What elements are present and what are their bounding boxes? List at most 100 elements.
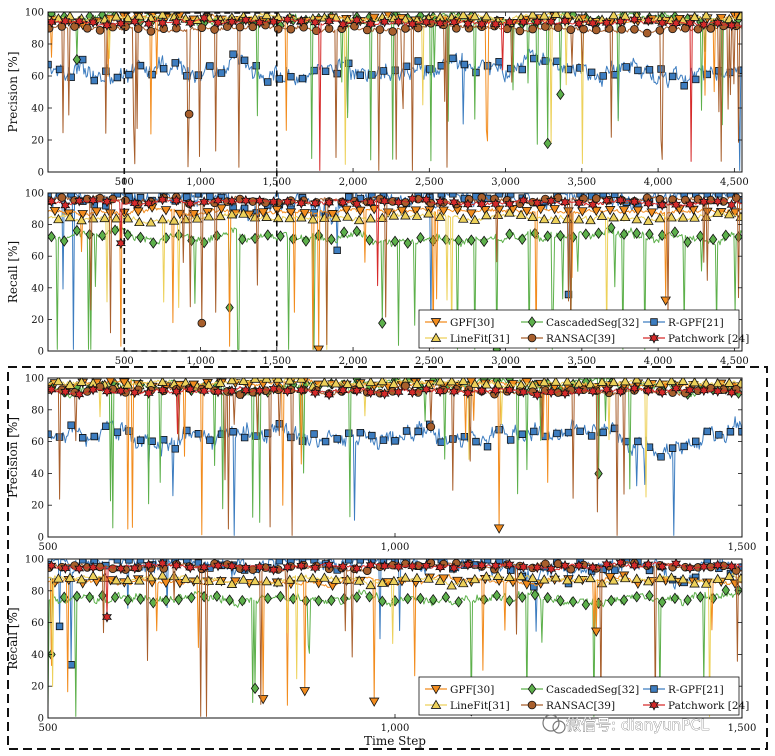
data-point-cascadedseg: [136, 593, 145, 605]
legend-item-patchwork: Patchwork [24]: [643, 332, 749, 345]
data-point-gpf: [257, 208, 269, 218]
data-point-linefit: [53, 378, 64, 386]
data-point-r-gpf: [287, 72, 295, 81]
data-point-patchwork: [435, 561, 446, 573]
x-tick-label: 2,500: [415, 177, 444, 188]
data-point-patchwork: [573, 385, 584, 397]
data-point-linefit: [203, 211, 215, 221]
data-point-gpf: [382, 208, 394, 218]
data-point-patchwork: [629, 195, 640, 208]
data-point-patchwork: [199, 196, 210, 208]
data-point-patchwork: [143, 17, 154, 30]
data-point-linefit: [700, 12, 712, 20]
data-point-gpf: [368, 13, 380, 23]
y-axis-label: Precision [%]: [6, 417, 20, 498]
data-point-patchwork: [324, 388, 335, 401]
data-point-cascadedseg: [314, 595, 323, 607]
data-point-cascadedseg: [48, 230, 56, 243]
x-tick-label: 1,500: [262, 356, 291, 367]
data-point-linefit: [608, 378, 619, 387]
data-point-patchwork: [435, 17, 446, 30]
data-point-r-gpf: [703, 427, 712, 436]
data-point-patchwork: [74, 194, 85, 207]
x-tick-label: 4,000: [644, 177, 673, 188]
data-point-cascadedseg: [174, 593, 183, 606]
data-point-linefit: [515, 570, 527, 581]
data-point-ransac: [273, 24, 283, 34]
data-point-linefit: [261, 12, 272, 19]
x-tick-label: 1,000: [381, 723, 410, 734]
legend-item-linefit: LineFit[31]: [425, 332, 510, 345]
data-point-r-gpf: [414, 427, 422, 436]
data-point-r-gpf: [264, 78, 272, 86]
data-point-r-gpf: [645, 66, 654, 74]
data-point-linefit: [191, 213, 203, 223]
data-point-patchwork: [573, 17, 584, 30]
data-point-patchwork: [102, 195, 112, 208]
data-point-r-gpf: [78, 434, 87, 442]
data-point-linefit: [481, 209, 492, 220]
data-point-gpf: [604, 206, 616, 216]
data-point-linefit: [122, 379, 134, 389]
data-point-patchwork: [157, 559, 168, 570]
data-point-cascadedseg: [339, 226, 349, 238]
data-point-patchwork: [601, 559, 612, 571]
data-point-r-gpf: [252, 61, 260, 70]
data-point-r-gpf: [530, 427, 538, 436]
legend-marker: [430, 685, 442, 695]
y-tick-label: 100: [25, 8, 44, 19]
data-point-patchwork: [310, 387, 321, 399]
data-point-r-gpf: [310, 66, 318, 75]
data-point-ransac: [324, 24, 334, 33]
data-point-patchwork: [268, 15, 279, 28]
data-point-linefit: [469, 214, 481, 224]
data-point-patchwork: [643, 384, 654, 397]
data-point-gpf: [396, 206, 408, 216]
data-point-linefit: [550, 378, 562, 386]
data-point-linefit: [619, 12, 631, 20]
data-point-linefit: [215, 378, 226, 387]
data-point-cascadedseg: [670, 226, 680, 238]
data-point-linefit: [365, 579, 376, 590]
data-point-patchwork: [157, 384, 168, 396]
data-point-cascadedseg: [683, 594, 692, 606]
data-point-linefit: [481, 12, 492, 21]
data-point-linefit: [423, 208, 434, 218]
data-point-linefit: [585, 214, 596, 225]
data-point-r-gpf: [530, 583, 538, 591]
data-point-linefit: [400, 572, 411, 582]
data-point-linefit: [434, 575, 446, 585]
legend-box: [418, 309, 740, 349]
x-axis-label: Time Step: [364, 734, 426, 748]
data-point-linefit: [238, 574, 249, 584]
legend-label: GPF[30]: [450, 684, 494, 696]
data-point-patchwork: [684, 384, 695, 396]
data-point-patchwork: [476, 18, 487, 30]
data-point-r-gpf: [345, 559, 353, 564]
data-point-linefit: [168, 215, 180, 225]
data-point-r-gpf: [321, 67, 330, 76]
data-point-r-gpf: [587, 68, 596, 77]
legend-item-r-gpf: R-GPF[21]: [643, 317, 724, 329]
data-point-patchwork: [240, 194, 251, 207]
x-tick-label: 500: [115, 356, 134, 367]
data-point-patchwork: [504, 559, 515, 571]
legend-marker: [527, 700, 537, 710]
data-point-patchwork: [462, 17, 473, 30]
data-point-patchwork: [115, 385, 126, 397]
y-tick-label: 60: [31, 72, 44, 83]
data-point-linefit: [272, 12, 284, 21]
data-point-cascadedseg: [607, 594, 616, 607]
data-point-cascadedseg: [60, 235, 69, 247]
data-point-patchwork: [546, 386, 557, 398]
data-point-cascadedseg: [187, 591, 196, 604]
data-point-ransac: [706, 195, 716, 205]
data-point-patchwork: [310, 197, 321, 209]
legend-label: R-GPF[21]: [668, 317, 724, 329]
data-point-patchwork: [74, 562, 85, 575]
data-point-cascadedseg: [238, 594, 247, 607]
data-point-ransac: [541, 559, 550, 569]
data-point-r-gpf: [541, 57, 550, 65]
data-point-cascadedseg: [454, 596, 463, 608]
